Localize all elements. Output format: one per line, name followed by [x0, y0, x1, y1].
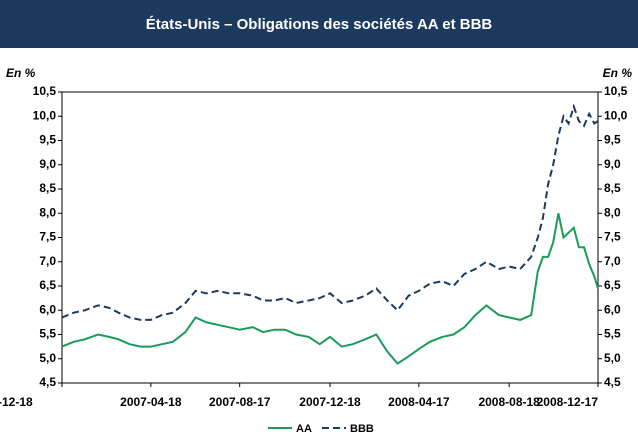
y2-tick-label: 6,0: [604, 302, 621, 316]
y2-tick-label: 8,5: [604, 181, 621, 195]
y2-tick-label: 7,0: [604, 254, 621, 268]
y2-tick-label: 9,5: [604, 133, 621, 147]
x-tick-label: 2006-12-18: [0, 395, 33, 409]
y-tick-label: 9,5: [39, 133, 56, 147]
legend-label: AA: [296, 423, 312, 435]
y2-tick-label: 4,5: [604, 375, 621, 389]
y-tick-label: 10,5: [33, 84, 57, 98]
title-banner: [0, 0, 638, 48]
x-tick-label: 2008-04-17: [388, 395, 450, 409]
x-tick-label: 2007-12-18: [299, 395, 361, 409]
legend-label: BBB: [350, 423, 374, 435]
y-tick-label: 8,0: [39, 205, 56, 219]
y-tick-label: 6,0: [39, 302, 56, 316]
series-line: [61, 213, 599, 365]
y-tick-label: 5,5: [39, 327, 56, 341]
y2-tick-label: 9,0: [604, 157, 621, 171]
x-tick-label: 2008-12-17: [537, 395, 599, 409]
y2-tick-label: 5,5: [604, 327, 621, 341]
x-tick-label: 2007-04-18: [120, 395, 182, 409]
y-tick-label: 4,5: [39, 375, 56, 389]
y-tick-label: 9,0: [39, 157, 56, 171]
y2-tick-label: 8,0: [604, 205, 621, 219]
y2-axis-label: En %: [603, 66, 633, 80]
x-tick-label: 2007-08-17: [209, 395, 271, 409]
y-tick-label: 6,5: [39, 278, 56, 292]
x-tick-label: 2008-08-18: [478, 395, 540, 409]
y-tick-label: 7,0: [39, 254, 56, 268]
y2-tick-label: 5,0: [604, 351, 621, 365]
y-axis-label: En %: [6, 66, 36, 80]
y-tick-label: 8,5: [39, 181, 56, 195]
y-tick-label: 5,0: [39, 351, 56, 365]
series-line: [61, 103, 599, 321]
y2-tick-label: 7,5: [604, 230, 621, 244]
y-tick-label: 7,5: [39, 230, 56, 244]
chart-title: États-Unis – Obligations des sociétés AA…: [146, 16, 493, 33]
y2-tick-label: 10,5: [604, 84, 628, 98]
y2-tick-label: 10,0: [604, 108, 628, 122]
plot-frame: [61, 91, 599, 384]
y-tick-label: 10,0: [33, 108, 57, 122]
y2-tick-label: 6,5: [604, 278, 621, 292]
